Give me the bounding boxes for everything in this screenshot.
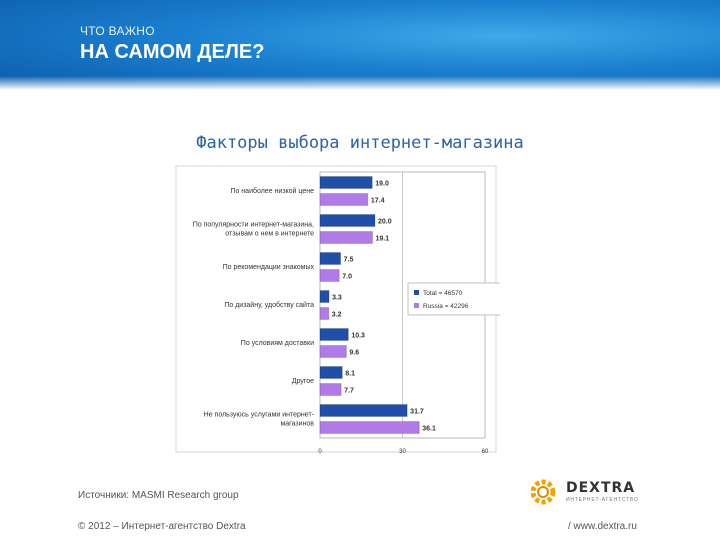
dextra-logo[interactable]: DEXTRA ИНТЕРНЕТ-АГЕНТСТВО xyxy=(528,478,648,506)
category-label: По рекомендации знакомых xyxy=(223,264,315,271)
bar-value-label: 9.6 xyxy=(349,350,359,357)
chart-title: Факторы выбора интернет-магазина xyxy=(196,133,524,153)
category-label: По условиям доставки xyxy=(241,340,314,347)
category-label: По наиболее низкой цене xyxy=(230,187,314,195)
category-label: отзывам о нем в интернете xyxy=(225,231,314,238)
bar-russia xyxy=(319,269,340,282)
source-note: Источники: MASMI Research group xyxy=(78,490,239,501)
header-title: НА САМОМ ДЕЛЕ? xyxy=(80,41,265,63)
bar-value-label: 7.0 xyxy=(342,274,352,281)
bar-value-label: 8.1 xyxy=(345,371,355,378)
category-label: Другое xyxy=(292,378,314,385)
bar-value-label: 20.0 xyxy=(378,219,392,226)
category-label: По дизайну, удобству сайта xyxy=(224,301,314,309)
header-banner: ЧТО ВАЖНО НА САМОМ ДЕЛЕ? xyxy=(0,0,720,90)
x-tick-label: 60 xyxy=(482,449,489,455)
bar-value-label: 10.3 xyxy=(351,333,365,340)
bar-total xyxy=(319,214,376,227)
bar-russia xyxy=(319,307,330,320)
logo-name: DEXTRA xyxy=(566,480,636,496)
x-tick-label: 0 xyxy=(318,449,322,455)
bar-total xyxy=(319,176,373,189)
legend-swatch xyxy=(414,303,419,308)
category-label: Не пользуюсь услугами интернет- xyxy=(204,412,315,419)
legend-swatch xyxy=(414,290,419,295)
legend-label: Russia = 42296 xyxy=(423,303,469,310)
legend-box xyxy=(407,282,500,316)
bar-value-label: 7.5 xyxy=(344,257,354,264)
gear-logo-icon xyxy=(530,479,556,505)
bar-russia xyxy=(319,383,342,396)
bar-value-label: 3.2 xyxy=(332,312,342,319)
footer-site-link[interactable]: / www.dextra.ru xyxy=(568,521,637,532)
bar-chart: 0 30 60 По наиболее низкой цене 19.0 17.4 По п… xyxy=(175,165,500,455)
category-label: По популярности интернет-магазина, xyxy=(193,222,314,229)
header-kicker: ЧТО ВАЖНО xyxy=(80,24,155,38)
bar-value-label: 19.1 xyxy=(376,236,390,243)
bar-value-label: 36.1 xyxy=(422,426,436,433)
bar-value-label: 19.0 xyxy=(375,181,389,188)
bar-total xyxy=(319,366,343,379)
bar-value-label: 7.7 xyxy=(344,388,354,395)
bar-russia xyxy=(319,345,347,358)
bar-total xyxy=(319,404,408,417)
logo-tagline: ИНТЕРНЕТ-АГЕНТСТВО xyxy=(566,497,639,503)
bar-value-label: 31.7 xyxy=(410,409,424,416)
bar-russia xyxy=(319,231,374,244)
bar-russia xyxy=(319,421,420,434)
bar-russia xyxy=(319,193,369,206)
bar-total xyxy=(319,252,342,265)
bar-value-label: 3.3 xyxy=(332,295,342,302)
footer-copyright: © 2012 – Интернет-агентство Dextra xyxy=(78,521,246,532)
bar-value-label: 17.4 xyxy=(371,198,385,205)
bar-total xyxy=(319,328,349,341)
category-label: магазинов xyxy=(280,421,314,428)
x-tick-label: 30 xyxy=(399,449,406,455)
legend-label: Total = 46570 xyxy=(423,290,463,297)
bar-total xyxy=(319,290,330,303)
